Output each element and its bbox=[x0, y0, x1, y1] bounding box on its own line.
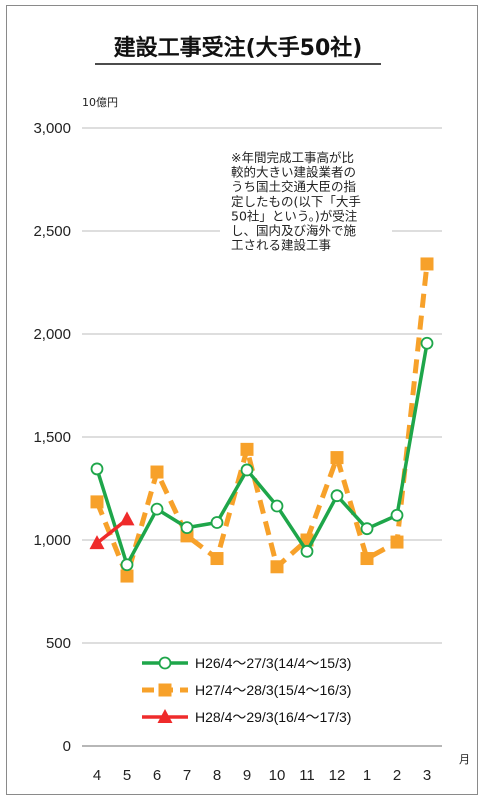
legend: H26/4～27/3(14/4～15/3) H27/4～28/3(15/4～16/… bbox=[137, 649, 407, 741]
y-axis-label: 10億円 bbox=[82, 96, 118, 109]
data-point-circle bbox=[242, 464, 253, 475]
data-point-circle bbox=[122, 559, 133, 570]
x-tick-label: 6 bbox=[153, 767, 161, 784]
data-point-circle bbox=[160, 658, 171, 669]
data-point-square bbox=[159, 684, 172, 697]
x-tick-label: 8 bbox=[213, 767, 221, 784]
data-point-square bbox=[151, 466, 164, 479]
data-point-circle bbox=[92, 463, 103, 474]
data-point-circle bbox=[422, 338, 433, 349]
x-tick-label: 9 bbox=[243, 767, 251, 784]
x-tick-label: 1 bbox=[363, 767, 371, 784]
data-point-square bbox=[91, 495, 104, 508]
chart-title-group: 建設工事受注(大手50社) bbox=[95, 35, 381, 64]
data-point-circle bbox=[212, 517, 223, 528]
x-tick-label: 10 bbox=[269, 767, 286, 784]
annotation-line: うち国土交通大臣の指 bbox=[231, 179, 356, 194]
x-tick-label: 5 bbox=[123, 767, 131, 784]
y-tick-label: 1,500 bbox=[33, 429, 71, 446]
data-point-triangle bbox=[120, 511, 135, 525]
x-tick-label: 11 bbox=[299, 767, 315, 784]
annotation-line: 50社」という。)が受注 bbox=[231, 208, 358, 223]
series-line bbox=[97, 343, 427, 564]
annotation-box: ※年間完成工事高が比較的大きい建設業者のうち国土交通大臣の指定したもの(以下「大… bbox=[220, 150, 392, 262]
x-tick-label: 3 bbox=[423, 767, 431, 784]
chart-title: 建設工事受注(大手50社) bbox=[114, 35, 363, 61]
data-point-circle bbox=[392, 510, 403, 521]
annotation-line: 定したもの(以下「大手 bbox=[231, 194, 361, 209]
data-point-circle bbox=[332, 490, 343, 501]
x-tick-label: 12 bbox=[329, 767, 346, 784]
y-tick-label: 2,500 bbox=[33, 223, 71, 240]
x-tick-label: 7 bbox=[183, 767, 191, 784]
y-tick-label: 1,000 bbox=[33, 532, 71, 549]
data-point-circle bbox=[302, 546, 313, 557]
legend-label: H26/4～27/3(14/4～15/3) bbox=[195, 655, 351, 671]
data-point-square bbox=[211, 552, 224, 565]
y-tick-label: 3,000 bbox=[33, 120, 71, 137]
data-point-square bbox=[241, 443, 254, 456]
data-point-circle bbox=[272, 501, 283, 512]
x-axis-label: 月 bbox=[459, 753, 470, 766]
y-tick-label: 0 bbox=[63, 738, 71, 755]
data-point-square bbox=[121, 570, 134, 583]
x-tick-label: 2 bbox=[393, 767, 401, 784]
data-point-square bbox=[271, 560, 284, 573]
data-point-square bbox=[361, 552, 374, 565]
data-point-circle bbox=[182, 522, 193, 533]
y-tick-label: 2,000 bbox=[33, 326, 71, 343]
annotation-line: ※年間完成工事高が比 bbox=[231, 150, 354, 165]
data-point-square bbox=[331, 451, 344, 464]
legend-label: H27/4～28/3(15/4～16/3) bbox=[195, 682, 351, 698]
data-point-circle bbox=[152, 504, 163, 515]
legend-label: H28/4～29/3(16/4～17/3) bbox=[195, 709, 351, 725]
data-point-square bbox=[391, 536, 404, 549]
annotation-line: し、国内及び海外で施 bbox=[231, 223, 357, 238]
annotation-line: 較的大きい建設業者の bbox=[231, 165, 356, 180]
annotation-line: 工される建設工事 bbox=[231, 238, 331, 253]
y-tick-label: 500 bbox=[46, 635, 71, 652]
data-point-circle bbox=[362, 523, 373, 534]
data-point-square bbox=[421, 257, 434, 270]
x-tick-label: 4 bbox=[93, 767, 101, 784]
